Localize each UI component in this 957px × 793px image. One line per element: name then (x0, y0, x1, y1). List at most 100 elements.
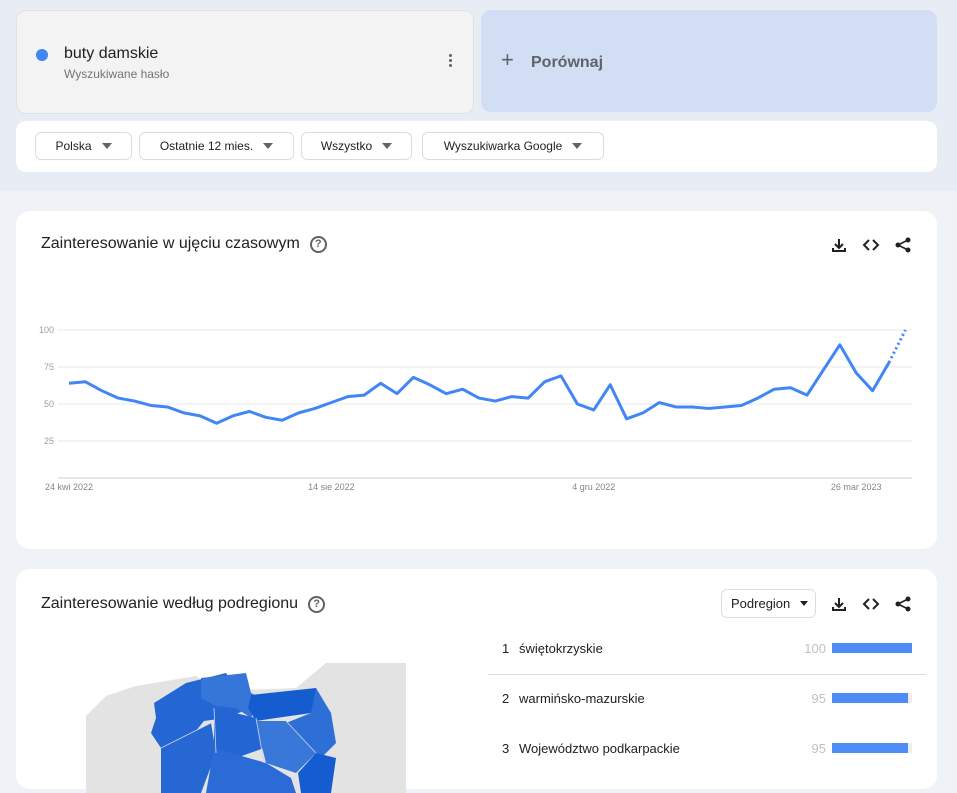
region-level-select[interactable]: Podregion (721, 589, 816, 618)
data-point[interactable] (571, 398, 583, 410)
dropdown-arrow-icon (382, 143, 393, 149)
poland-region-map[interactable] (86, 663, 406, 793)
data-point[interactable] (785, 382, 797, 394)
data-point[interactable] (375, 377, 387, 389)
data-point[interactable] (735, 399, 747, 411)
x-tick-label: 24 kwi 2022 (45, 482, 93, 492)
card-title-text: Zainteresowanie w ujęciu czasowym (41, 235, 300, 252)
data-point[interactable] (801, 389, 813, 401)
data-point[interactable] (899, 324, 911, 336)
region-warminsko-mazurskie[interactable] (248, 688, 321, 721)
filter-time-range[interactable]: Ostatnie 12 mies. (139, 132, 294, 160)
embed-code-icon[interactable] (862, 595, 880, 613)
data-point[interactable] (752, 392, 764, 404)
dropdown-arrow-icon (101, 143, 112, 149)
region-bar-track (832, 743, 912, 753)
filter-label: Ostatnie 12 mies. (159, 139, 254, 153)
region-kujawsko-pomorskie[interactable] (214, 708, 264, 758)
filter-country[interactable]: Polska (35, 132, 132, 160)
region-row[interactable]: 1 świętokrzyskie 100 (488, 641, 926, 691)
embed-code-icon[interactable] (862, 236, 880, 254)
data-point[interactable] (342, 391, 354, 403)
help-icon[interactable]: ? (308, 596, 326, 613)
data-point[interactable] (670, 401, 682, 413)
download-icon[interactable] (830, 595, 848, 613)
data-point[interactable] (325, 397, 337, 409)
region-rank: 3 (502, 741, 510, 756)
data-point[interactable] (407, 371, 419, 383)
share-icon[interactable] (894, 595, 912, 613)
series-color-dot (36, 49, 48, 61)
row-divider (488, 674, 926, 675)
x-tick-label: 26 mar 2023 (831, 482, 882, 492)
region-name: Województwo podkarpackie (519, 741, 680, 756)
data-point[interactable] (211, 417, 223, 429)
region-bar-track (832, 643, 912, 653)
data-point[interactable] (161, 401, 173, 413)
data-point[interactable] (96, 385, 108, 397)
data-point[interactable] (440, 388, 452, 400)
data-point[interactable] (424, 379, 436, 391)
card-actions (830, 236, 912, 254)
y-tick-label: 50 (44, 399, 54, 409)
y-tick-label: 25 (44, 436, 54, 446)
data-point[interactable] (883, 357, 895, 369)
filter-category[interactable]: Wszystko (301, 132, 412, 160)
data-point[interactable] (260, 411, 272, 423)
data-point[interactable] (555, 370, 567, 382)
partial-data-segment (887, 329, 907, 364)
data-point[interactable] (309, 402, 321, 414)
filter-label: Polska (55, 139, 92, 153)
data-point[interactable] (621, 413, 633, 425)
data-point[interactable] (112, 392, 124, 404)
data-point[interactable] (686, 401, 698, 413)
download-icon[interactable] (830, 236, 848, 254)
data-point[interactable] (867, 385, 879, 397)
data-point[interactable] (637, 407, 649, 419)
data-point[interactable] (539, 376, 551, 388)
data-point[interactable] (79, 376, 91, 388)
data-point[interactable] (129, 395, 141, 407)
filter-search-type[interactable]: Wyszukiwarka Google (422, 132, 604, 160)
data-point[interactable] (457, 383, 469, 395)
dropdown-arrow-icon (263, 143, 274, 149)
card-title: Zainteresowanie według podregionu? (41, 595, 326, 613)
data-point[interactable] (227, 410, 239, 422)
data-point[interactable] (604, 379, 616, 391)
filter-bar: Polska Ostatnie 12 mies. Wszystko Wyszuk… (16, 121, 937, 172)
data-point[interactable] (489, 395, 501, 407)
region-pomorskie[interactable] (201, 673, 261, 718)
data-point[interactable] (145, 399, 157, 411)
data-point[interactable] (178, 407, 190, 419)
region-row[interactable]: 2 warmińsko-mazurskie 95 (488, 691, 926, 741)
data-point[interactable] (473, 392, 485, 404)
data-point[interactable] (850, 367, 862, 379)
region-mazowieckie[interactable] (256, 721, 316, 773)
data-point[interactable] (719, 401, 731, 413)
data-point[interactable] (817, 364, 829, 376)
data-point[interactable] (768, 383, 780, 395)
share-icon[interactable] (894, 236, 912, 254)
data-point[interactable] (276, 414, 288, 426)
filter-label: Wszystko (320, 139, 373, 153)
data-point[interactable] (588, 404, 600, 416)
search-term-card[interactable]: buty damskie Wyszukiwane hasło (16, 10, 474, 114)
data-point[interactable] (358, 389, 370, 401)
data-point[interactable] (243, 405, 255, 417)
data-point[interactable] (522, 392, 534, 404)
data-point[interactable] (834, 339, 846, 351)
region-row[interactable]: 3 Województwo podkarpackie 95 (488, 741, 926, 791)
data-point[interactable] (506, 391, 518, 403)
data-point[interactable] (391, 388, 403, 400)
compare-button[interactable]: + Porównaj (481, 10, 937, 112)
region-rank: 2 (502, 691, 510, 706)
data-point[interactable] (194, 410, 206, 422)
data-point[interactable] (653, 397, 665, 409)
data-point[interactable] (293, 407, 305, 419)
card-title: Zainteresowanie w ujęciu czasowym? (41, 235, 327, 253)
data-point[interactable] (703, 402, 715, 414)
data-point[interactable] (63, 377, 75, 389)
more-vert-icon[interactable] (445, 53, 455, 71)
region-name: świętokrzyskie (519, 641, 603, 656)
help-icon[interactable]: ? (309, 236, 327, 253)
